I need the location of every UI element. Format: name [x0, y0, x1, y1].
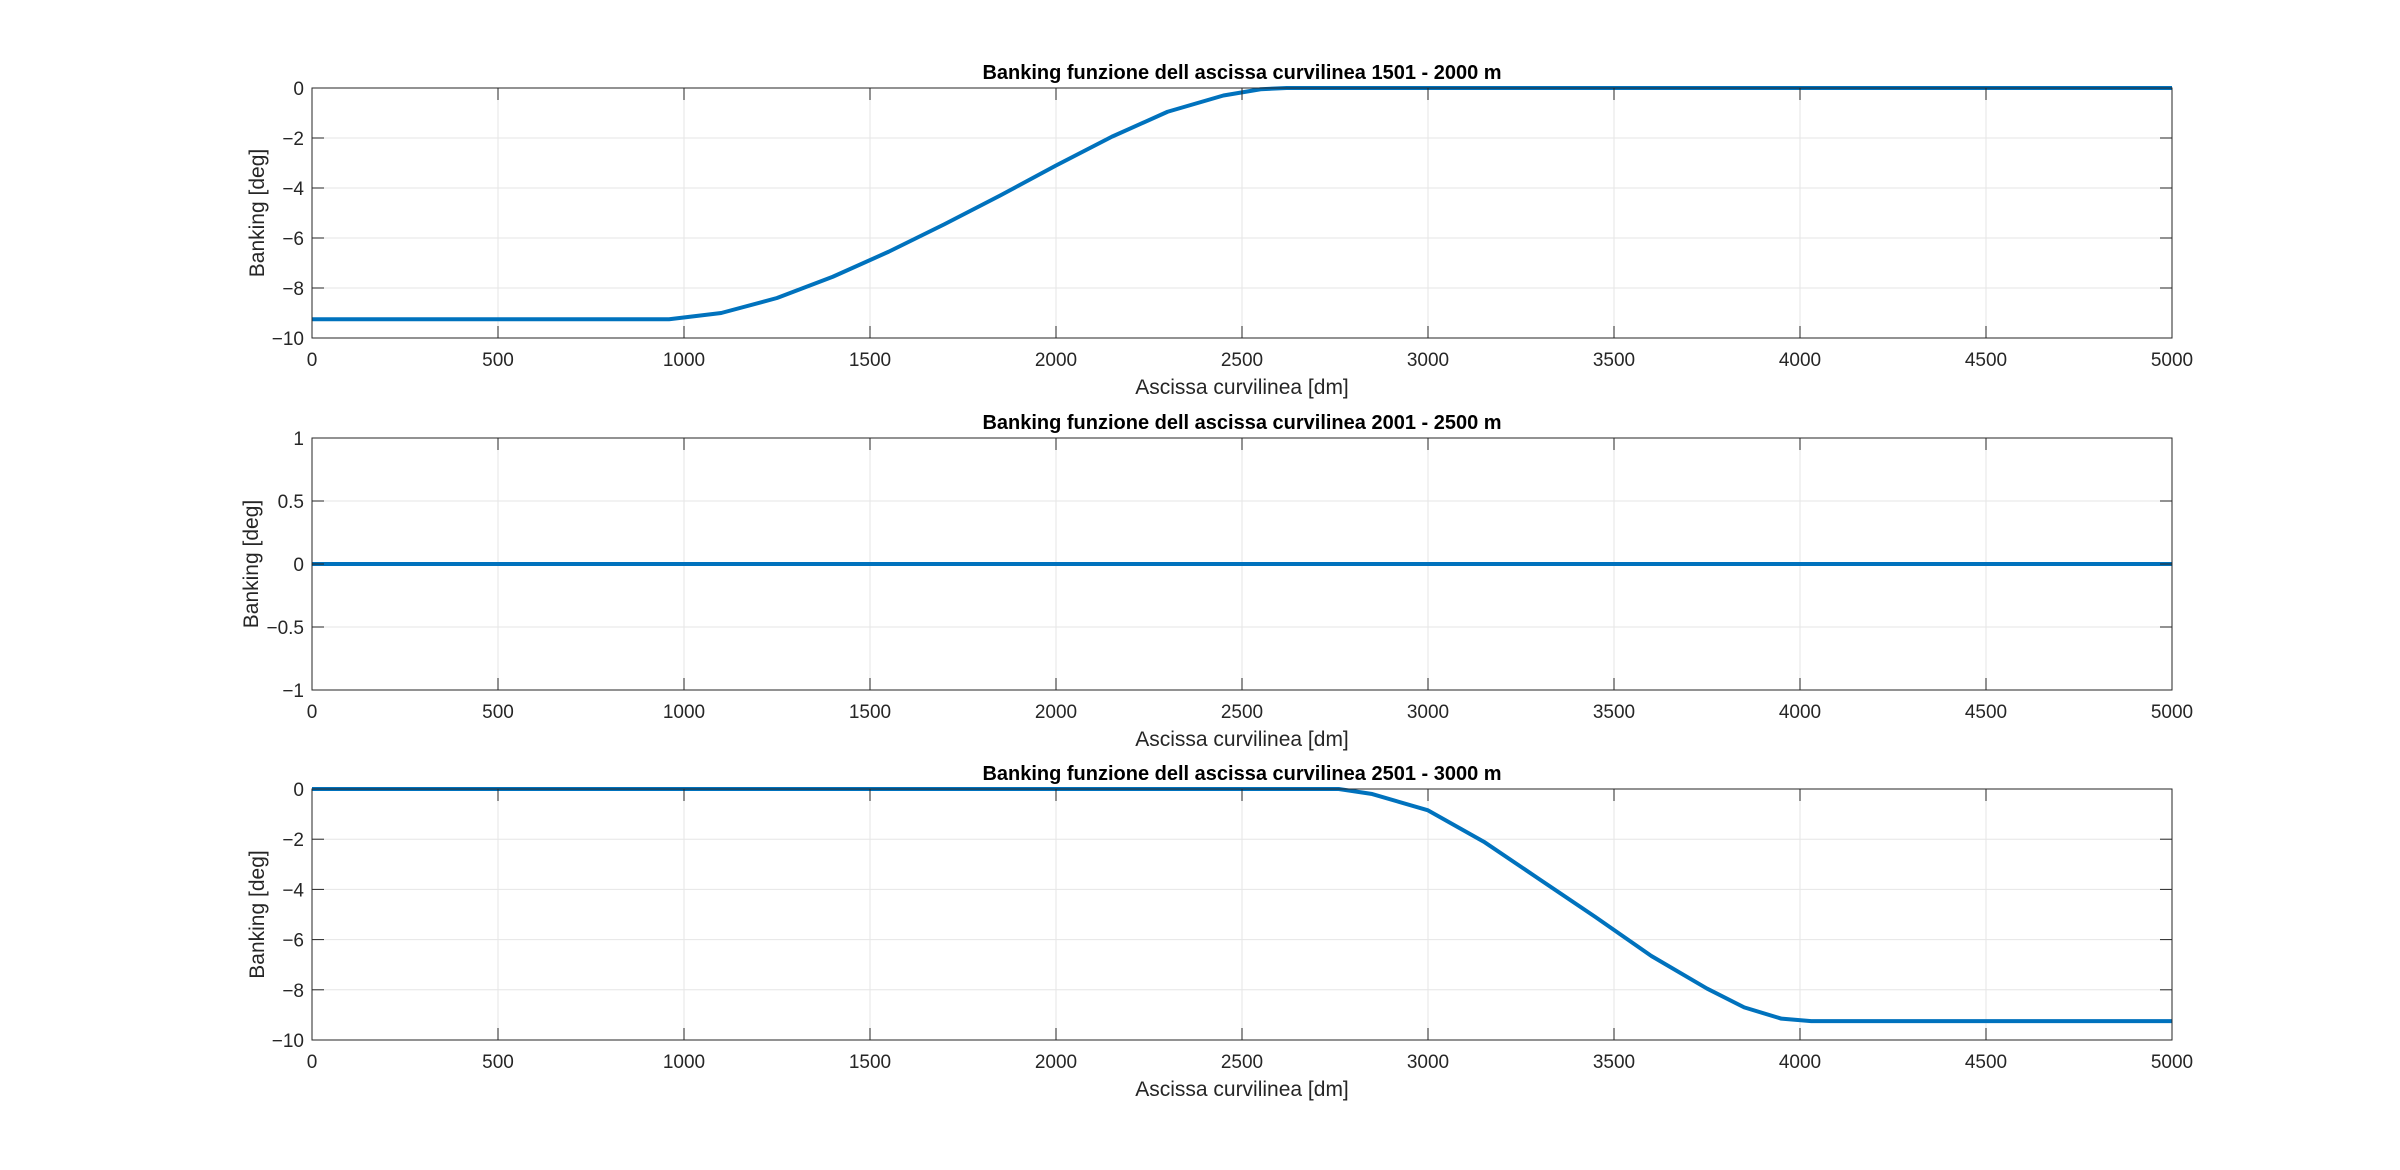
y-tick-label: −0.5 [266, 618, 304, 639]
y-axis-label: Banking [deg] [246, 850, 269, 978]
x-tick-label: 1500 [849, 702, 891, 723]
x-tick-label: 4000 [1779, 350, 1821, 371]
y-tick-label: −8 [282, 981, 304, 1002]
chart-title: Banking funzione dell ascissa curvilinea… [982, 412, 1501, 434]
x-axis-label: Ascissa curvilinea [dm] [1135, 728, 1349, 751]
y-tick-label: −2 [282, 830, 304, 851]
x-tick-label: 2000 [1035, 702, 1077, 723]
x-tick-label: 2500 [1221, 350, 1263, 371]
x-tick-label: 2500 [1221, 1052, 1263, 1073]
x-tick-label: 5000 [2151, 350, 2193, 371]
x-tick-label: 2000 [1035, 1052, 1077, 1073]
x-tick-label: 3000 [1407, 350, 1449, 371]
chart-3: 0 500 1000 1500 2000 2500 3000 3500 4000 4500 5000… [246, 763, 2193, 1101]
x-tick-label: 1000 [663, 350, 705, 371]
chart-2: 0 500 1000 1500 2000 2500 3000 3500 4000 4500 5000… [240, 412, 2193, 751]
y-tick-label: −4 [282, 880, 304, 901]
x-tick-label: 3000 [1407, 1052, 1449, 1073]
x-tick-label: 1500 [849, 350, 891, 371]
x-axis-label: Ascissa curvilinea [dm] [1135, 1078, 1349, 1101]
y-tick-label: −4 [282, 179, 304, 200]
x-tick-label: 3500 [1593, 350, 1635, 371]
chart-1: 0 500 1000 1500 2000 2500 3000 3500 4000 4500 5000… [246, 62, 2193, 399]
x-tick-label: 5000 [2151, 1052, 2193, 1073]
x-tick-label: 3500 [1593, 702, 1635, 723]
y-axis-label: Banking [deg] [246, 149, 269, 277]
y-tick-label: 0.5 [278, 492, 304, 513]
y-tick-label: −6 [282, 931, 304, 952]
x-tick-label: 4500 [1965, 350, 2007, 371]
x-tick-label: 4500 [1965, 702, 2007, 723]
y-tick-label: −6 [282, 229, 304, 250]
x-tick-label: 3000 [1407, 702, 1449, 723]
chart-title: Banking funzione dell ascissa curvilinea… [982, 62, 1501, 84]
series-line [312, 787, 2172, 1024]
x-tick-label: 2000 [1035, 350, 1077, 371]
y-tick-label: −1 [282, 681, 304, 702]
x-tick-label: 4000 [1779, 702, 1821, 723]
y-tick-label: 1 [293, 429, 304, 450]
x-tick-label: 0 [307, 1052, 318, 1073]
x-tick-label: 2500 [1221, 702, 1263, 723]
y-tick-label: 0 [293, 555, 304, 576]
x-tick-label: 500 [482, 350, 514, 371]
y-axis-label: Banking [deg] [240, 500, 263, 628]
x-tick-label: 1500 [849, 1052, 891, 1073]
x-tick-label: 500 [482, 702, 514, 723]
x-tick-label: 500 [482, 1052, 514, 1073]
x-tick-label: 0 [307, 702, 318, 723]
x-tick-label: 3500 [1593, 1052, 1635, 1073]
x-tick-label: 4000 [1779, 1052, 1821, 1073]
x-tick-label: 5000 [2151, 702, 2193, 723]
y-tick-label: −2 [282, 129, 304, 150]
y-tick-label: −10 [272, 329, 304, 350]
chart-title: Banking funzione dell ascissa curvilinea… [982, 763, 1501, 785]
y-tick-label: 0 [293, 780, 304, 801]
x-tick-label: 1000 [663, 702, 705, 723]
x-tick-label: 4500 [1965, 1052, 2007, 1073]
y-tick-label: −8 [282, 279, 304, 300]
x-tick-label: 1000 [663, 1052, 705, 1073]
y-tick-label: −10 [272, 1031, 304, 1052]
x-axis-label: Ascissa curvilinea [dm] [1135, 376, 1349, 399]
y-tick-label: 0 [293, 79, 304, 100]
x-tick-label: 0 [307, 350, 318, 371]
series-line [312, 86, 2172, 322]
